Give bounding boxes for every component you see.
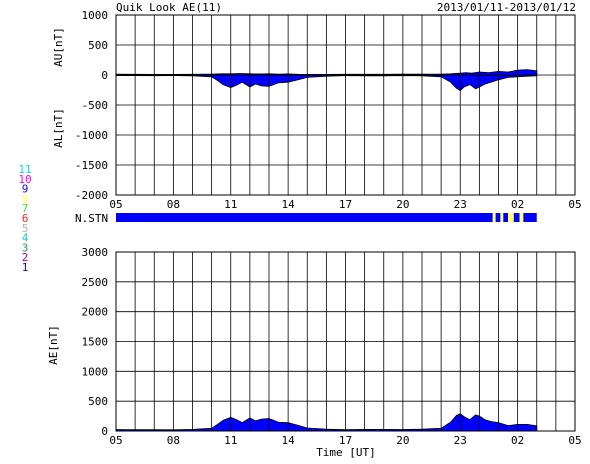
y-tick-label: 2500 [82, 276, 109, 289]
au-axis-label: AU[nT] [52, 27, 65, 67]
station-legend-entry: 1 [22, 261, 29, 274]
x-tick-label: 08 [167, 198, 180, 211]
station-legend-entry: 2 [22, 251, 29, 264]
x-axis-label: Time [UT] [316, 446, 376, 459]
x-tick-label: 05 [109, 434, 122, 447]
plot-border [115, 251, 576, 432]
ae-axis-label: AE[nT] [47, 325, 60, 365]
station-legend-entry: 8 [22, 192, 29, 205]
x-tick-label: 23 [454, 198, 467, 211]
y-tick-label: 1500 [82, 336, 109, 349]
station-count-segment [508, 213, 514, 222]
y-tick-label: -500 [82, 99, 109, 112]
y-tick-label: -1500 [75, 159, 108, 172]
station-legend-entry: 3 [22, 241, 29, 254]
x-tick-label: 17 [339, 434, 352, 447]
y-tick-label: 500 [88, 395, 108, 408]
station-legend-entry: 9 [22, 183, 29, 196]
x-tick-label: 17 [339, 198, 352, 211]
x-tick-label: 20 [396, 434, 409, 447]
x-tick-label: 14 [282, 198, 296, 211]
station-count-segment [503, 213, 509, 222]
chart-title: Quik Look AE(11) [116, 1, 222, 14]
station-legend-entry: 7 [22, 202, 29, 215]
x-tick-label: 23 [454, 434, 467, 447]
plot-border [115, 14, 576, 196]
x-tick-label: 05 [568, 434, 581, 447]
y-tick-label: 2000 [82, 306, 109, 319]
y-tick-label: -2000 [75, 189, 108, 202]
x-tick-label: 05 [109, 198, 122, 211]
station-count-segment [492, 213, 496, 222]
y-tick-label: 1000 [82, 365, 109, 378]
station-legend-entry: 6 [22, 212, 29, 225]
station-legend-entry: 5 [22, 222, 29, 235]
station-count-segment [513, 213, 520, 222]
station-legend-entry: 11 [18, 163, 31, 176]
y-tick-label: -1000 [75, 129, 108, 142]
x-tick-label: 08 [167, 434, 180, 447]
station-legend-entry: 4 [22, 232, 29, 245]
station-count-segment [495, 213, 501, 222]
x-tick-label: 14 [282, 434, 296, 447]
y-tick-label: 3000 [82, 246, 109, 259]
y-tick-label: 0 [101, 425, 108, 438]
x-tick-label: 02 [511, 434, 524, 447]
y-tick-label: 1000 [82, 9, 109, 22]
station-count-segment [116, 213, 493, 222]
x-tick-label: 20 [396, 198, 409, 211]
y-tick-label: 500 [88, 39, 108, 52]
station-count-segment [523, 213, 537, 222]
station-legend-entry: 10 [18, 173, 31, 186]
station-count-label: N.STN [75, 212, 108, 225]
al-axis-label: AL[nT] [52, 108, 65, 148]
station-count-segment [500, 213, 504, 222]
x-tick-label: 05 [568, 198, 581, 211]
station-count-bar [116, 213, 537, 222]
x-tick-label: 11 [224, 434, 237, 447]
x-tick-label: 02 [511, 198, 524, 211]
station-count-segment [519, 213, 524, 222]
x-tick-label: 11 [224, 198, 237, 211]
y-tick-label: 0 [101, 69, 108, 82]
date-range: 2013/01/11-2013/01/12 [437, 1, 576, 14]
